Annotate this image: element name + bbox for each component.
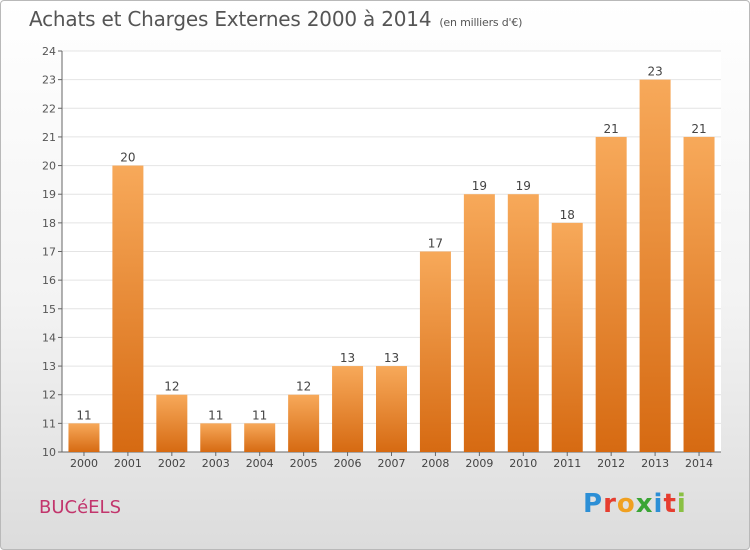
bar (288, 394, 320, 452)
x-tick-label: 2010 (509, 457, 537, 470)
logo-letter: o (616, 489, 636, 519)
y-tick-label: 19 (42, 188, 56, 201)
x-tick-label: 2011 (553, 457, 581, 470)
x-tick-label: 2002 (158, 457, 186, 470)
x-tick-label: 2009 (465, 457, 493, 470)
x-tick-label: 2004 (246, 457, 274, 470)
chart-subtitle: (en milliers d'€) (439, 16, 523, 29)
y-tick-label: 14 (42, 331, 56, 344)
data-label: 11 (76, 408, 91, 422)
logo-letter: i (676, 489, 687, 519)
chart-title-text: Achats et Charges Externes 2000 à 2014 (29, 7, 432, 31)
bar (68, 423, 100, 452)
bar (200, 423, 232, 452)
x-tick-label: 2008 (421, 457, 449, 470)
bar (507, 194, 539, 452)
x-tick-label: 2012 (597, 457, 625, 470)
data-label: 12 (164, 380, 179, 394)
x-tick-label: 2007 (378, 457, 406, 470)
data-label: 21 (604, 122, 619, 136)
data-label: 11 (252, 408, 267, 422)
y-tick-label: 22 (42, 102, 56, 115)
place-name: BUCéELS (39, 497, 121, 518)
y-tick-label: 15 (42, 303, 56, 316)
proxiti-logo: Proxiti (583, 489, 687, 519)
data-label: 17 (428, 237, 443, 251)
data-label: 19 (472, 179, 487, 193)
y-tick-label: 24 (42, 45, 56, 58)
bar (244, 423, 276, 452)
bar (683, 136, 715, 452)
y-tick-label: 17 (42, 246, 56, 259)
y-tick-label: 20 (42, 160, 56, 173)
bar (551, 222, 583, 452)
data-label: 18 (560, 208, 575, 222)
x-tick-label: 2003 (202, 457, 230, 470)
y-tick-label: 13 (42, 360, 56, 373)
data-label: 12 (296, 380, 311, 394)
bar (112, 165, 144, 453)
bar (376, 366, 407, 452)
y-tick-label: 12 (42, 389, 56, 402)
y-tick-label: 18 (42, 217, 56, 230)
x-tick-label: 2005 (290, 457, 318, 470)
y-tick-label: 10 (42, 446, 56, 459)
data-label: 13 (340, 351, 355, 365)
data-label: 20 (120, 151, 135, 165)
data-label: 23 (647, 65, 662, 79)
x-tick-label: 2014 (685, 457, 713, 470)
bar (639, 79, 671, 453)
logo-letter: r (603, 489, 617, 519)
chart-title: Achats et Charges Externes 2000 à 2014 (e… (29, 7, 522, 31)
bar (332, 366, 364, 452)
y-tick-label: 23 (42, 74, 56, 87)
y-tick-label: 11 (42, 417, 56, 430)
logo-letter: P (583, 489, 604, 519)
y-tick-label: 16 (42, 274, 56, 287)
bar (463, 194, 495, 452)
x-tick-label: 2006 (334, 457, 362, 470)
x-tick-label: 2000 (70, 457, 98, 470)
data-label: 13 (384, 351, 399, 365)
logo-letter: i (653, 489, 664, 519)
logo-letter: x (635, 489, 654, 519)
x-tick-label: 2013 (641, 457, 669, 470)
x-tick-label: 2001 (114, 457, 142, 470)
data-label: 21 (691, 122, 706, 136)
bar (156, 394, 188, 452)
data-label: 19 (516, 179, 531, 193)
bar (595, 136, 627, 452)
logo-letter: t (663, 489, 677, 519)
bar (419, 251, 451, 452)
y-tick-label: 21 (42, 131, 56, 144)
data-label: 11 (208, 408, 223, 422)
